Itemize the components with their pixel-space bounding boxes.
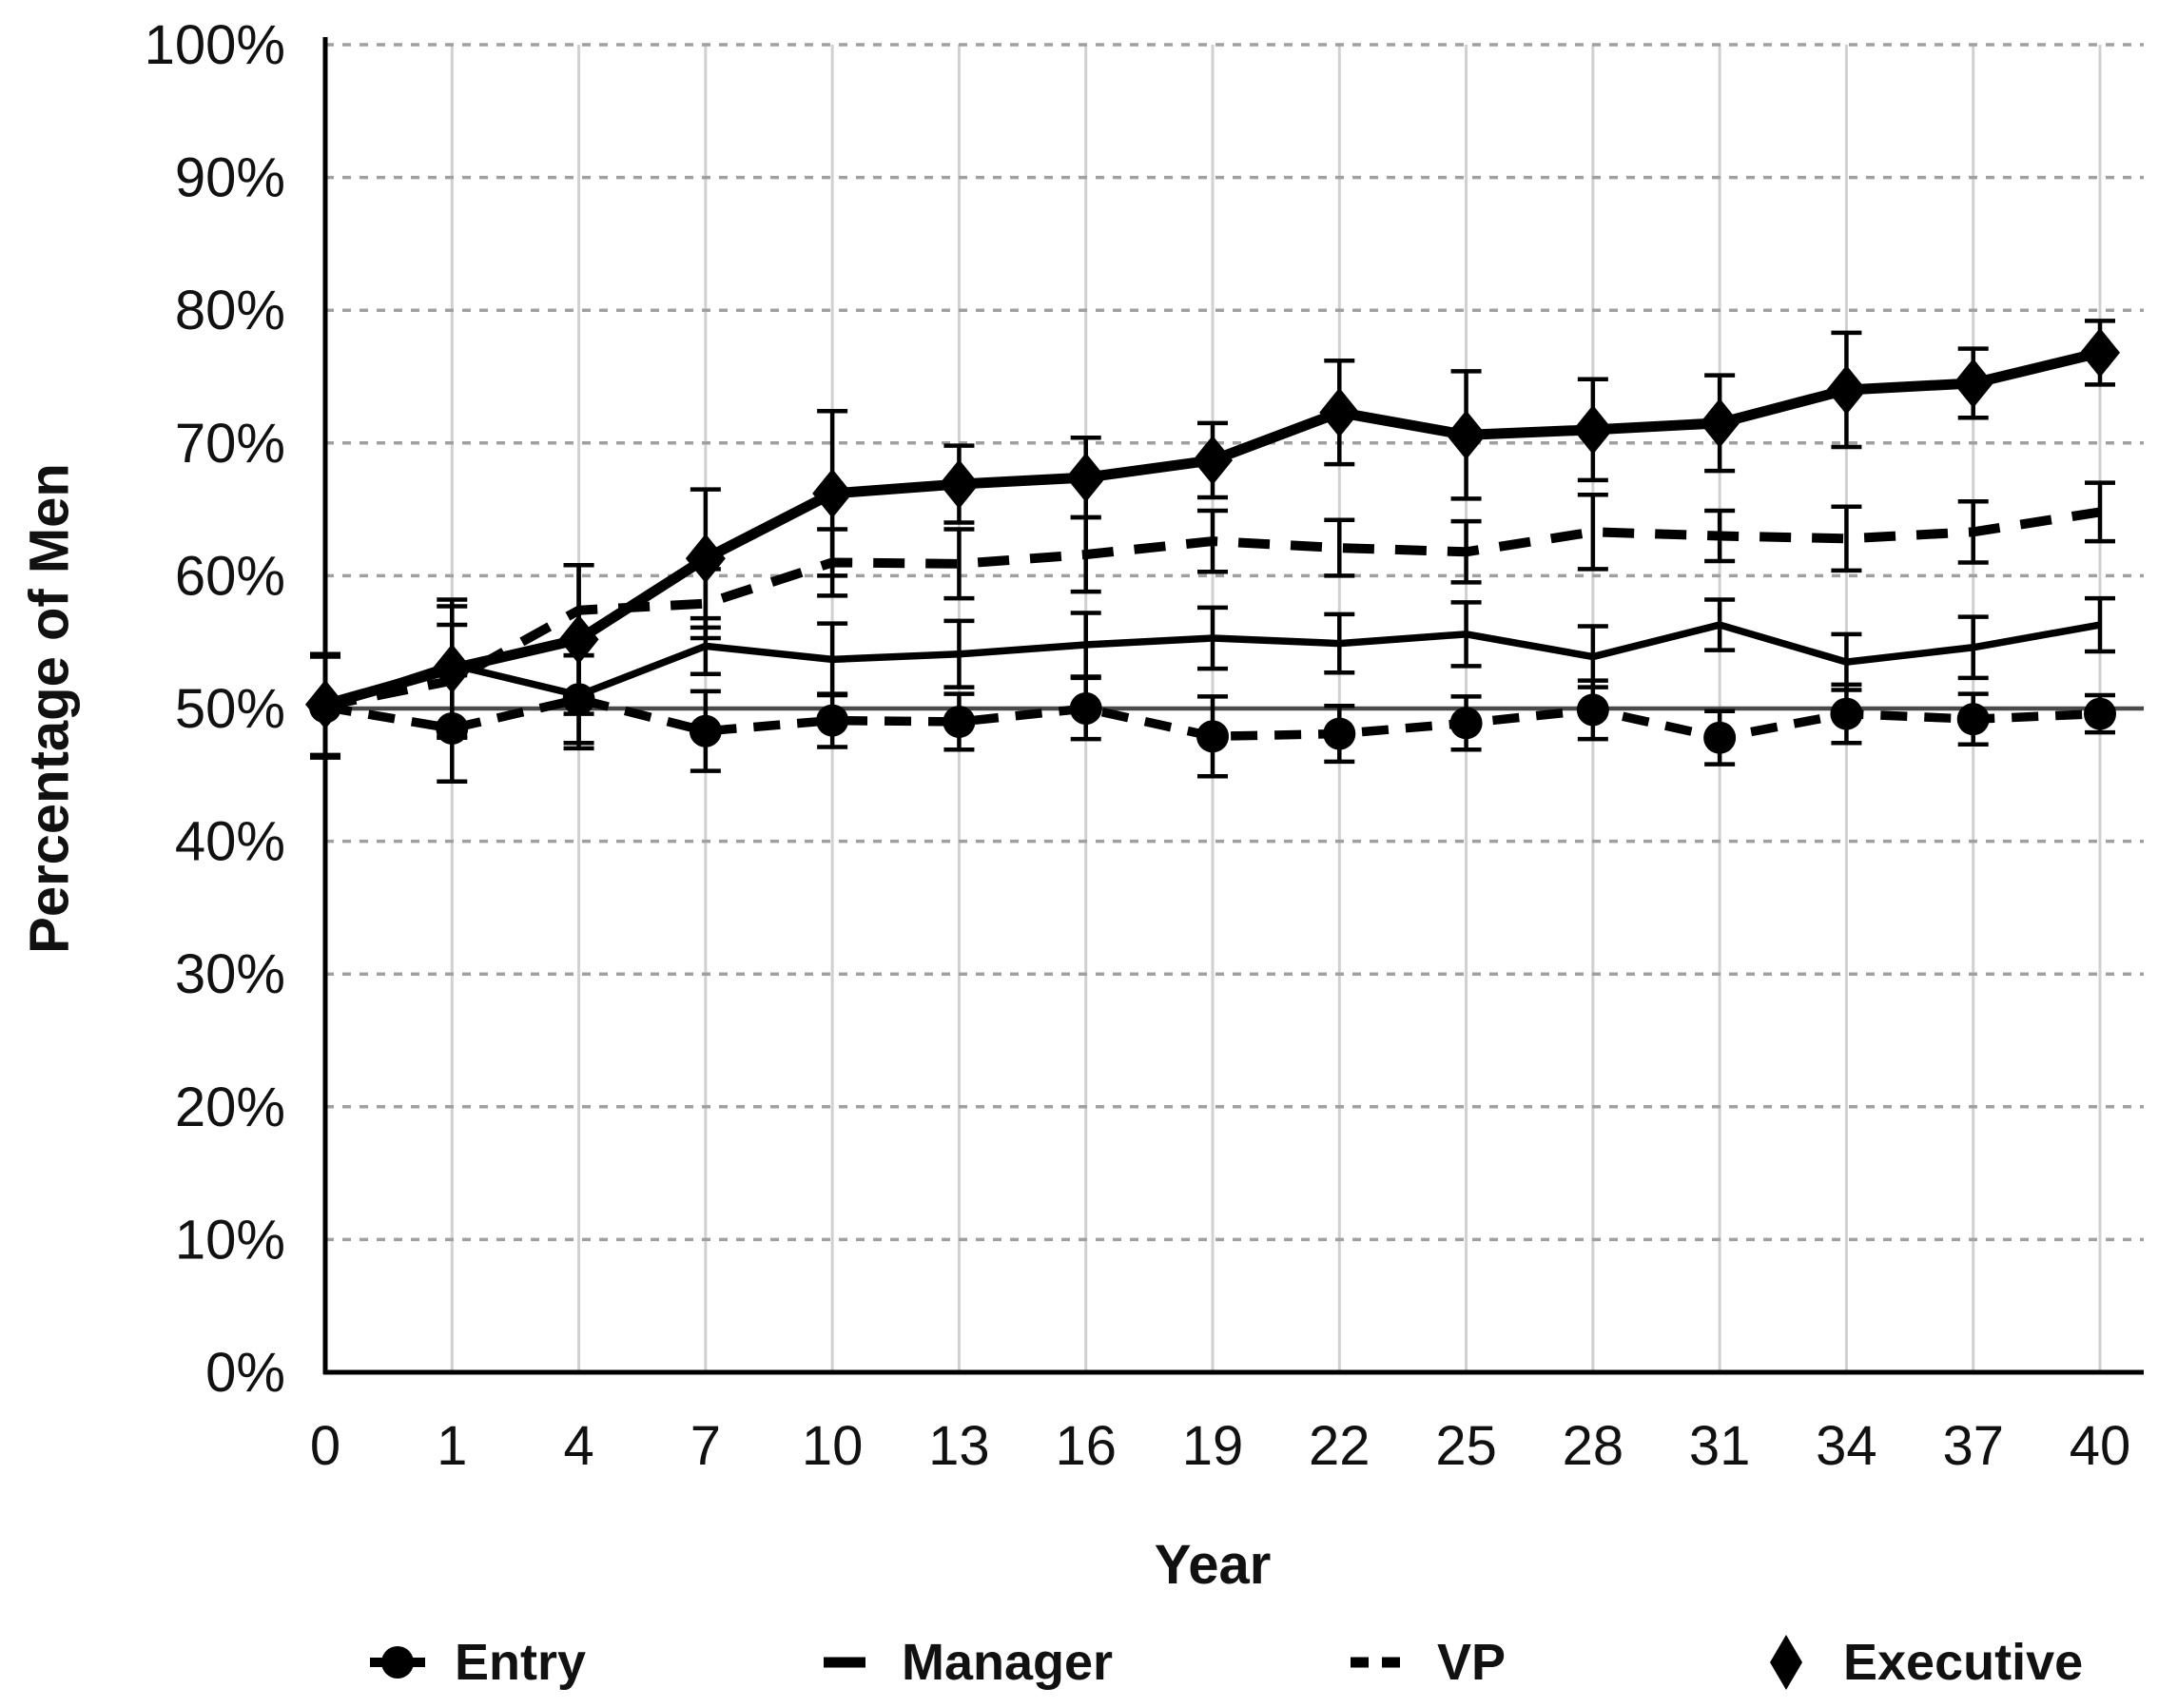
y-tick-label: 70%	[175, 413, 285, 475]
y-tick-labels: 0% 10% 20% 30% 40% 50% 60% 70% 80% 90% 100%	[145, 14, 285, 1404]
data-point-circle	[1449, 707, 1483, 740]
y-tick-label: 40%	[175, 811, 285, 873]
data-point-circle	[1703, 721, 1737, 754]
x-tick-label: 28	[1563, 1415, 1624, 1477]
x-tick-label: 7	[690, 1415, 721, 1477]
y-tick-label: 0%	[205, 1342, 285, 1404]
data-point-diamond	[432, 644, 473, 694]
y-tick-label: 100%	[145, 14, 285, 76]
data-point-circle	[1576, 693, 1609, 727]
y-axis-title: Percentage of Men	[18, 463, 81, 954]
data-point-diamond	[1446, 410, 1487, 460]
data-point-diamond	[558, 614, 599, 665]
data-point-diamond	[685, 534, 726, 584]
solid-line-marker-icon	[824, 1657, 865, 1668]
y-tick-label: 80%	[175, 280, 285, 341]
data-point-circle	[2084, 697, 2116, 730]
diamond-marker-icon	[1770, 1635, 1802, 1690]
dashed-line-marker-icon	[1351, 1657, 1410, 1668]
data-point-circle	[1323, 717, 1356, 750]
data-point-diamond	[1826, 364, 1867, 415]
x-tick-label: 13	[928, 1415, 990, 1477]
series-executive	[305, 319, 2120, 758]
x-tick-label: 34	[1816, 1415, 1877, 1477]
x-tick-label: 40	[2070, 1415, 2131, 1477]
legend-label-entry: Entry	[455, 1634, 587, 1691]
series-manager-line	[323, 621, 2101, 709]
data-point-circle	[1830, 697, 1863, 730]
y-tick-label: 50%	[175, 678, 285, 740]
data-point-diamond	[305, 679, 345, 729]
y-tick-label: 10%	[175, 1209, 285, 1271]
legend-item-vp: VP	[1346, 1620, 1506, 1705]
y-tick-label: 90%	[175, 147, 285, 209]
y-tick-label: 20%	[175, 1077, 285, 1138]
y-tick-label: 60%	[175, 545, 285, 607]
data-point-circle	[943, 705, 976, 738]
data-point-diamond	[939, 459, 980, 510]
x-tick-label: 1	[437, 1415, 467, 1477]
legend-label-executive: Executive	[1843, 1634, 2084, 1691]
series-entry-markers	[309, 683, 2116, 754]
data-point-circle	[1956, 703, 1990, 736]
series-entry	[309, 652, 2116, 785]
x-tick-labels: 0 1 4 7 10 13 16 19 22 25 28 31 34 37 40	[310, 1415, 2130, 1477]
x-axis-title: Year	[1154, 1534, 1272, 1596]
data-point-diamond	[1700, 398, 1740, 448]
x-tick-label: 19	[1182, 1415, 1244, 1477]
data-point-diamond	[1319, 387, 1360, 437]
x-tick-label: 25	[1435, 1415, 1497, 1477]
data-point-diamond	[1065, 453, 1106, 503]
data-point-circle	[816, 704, 849, 737]
data-point-diamond	[1193, 435, 1233, 485]
data-point-diamond	[1953, 358, 1993, 408]
data-point-diamond	[2080, 327, 2120, 378]
legend-label-vp: VP	[1437, 1634, 1507, 1691]
data-point-diamond	[1572, 404, 1613, 455]
data-point-diamond	[812, 468, 853, 518]
legend-item-entry: Entry	[363, 1620, 586, 1705]
x-tick-label: 16	[1055, 1415, 1117, 1477]
x-tick-label: 31	[1689, 1415, 1751, 1477]
y-tick-label: 30%	[175, 943, 285, 1005]
chart-canvas: 0% 10% 20% 30% 40% 50% 60% 70% 80% 90% 100% 0 1 4 7 10 1…	[145, 14, 2144, 1477]
legend-item-manager: Manager	[810, 1620, 1113, 1705]
legend-label-manager: Manager	[902, 1634, 1114, 1691]
x-tick-label: 0	[310, 1415, 340, 1477]
data-point-circle	[1196, 720, 1229, 753]
circle-marker-icon	[370, 1646, 425, 1679]
x-tick-label: 4	[563, 1415, 593, 1477]
legend-item-executive: Executive	[1752, 1620, 2083, 1705]
series-executive-markers	[305, 327, 2120, 729]
data-point-circle	[1069, 692, 1102, 725]
x-tick-label: 37	[1942, 1415, 2004, 1477]
data-point-circle	[689, 714, 722, 747]
x-tick-label: 10	[802, 1415, 864, 1477]
x-tick-label: 22	[1309, 1415, 1371, 1477]
